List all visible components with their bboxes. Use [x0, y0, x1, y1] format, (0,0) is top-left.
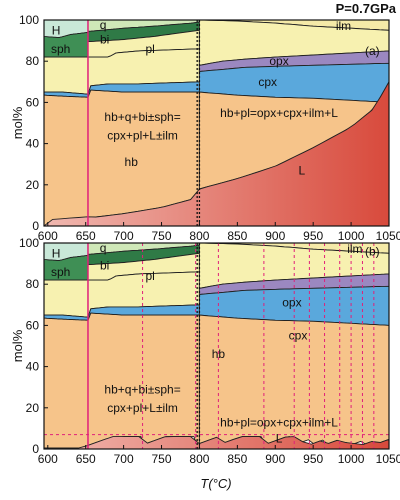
pressure-label: P=0.7GPa — [336, 1, 397, 16]
phase-label-ilm: ilm — [347, 242, 362, 256]
y-tick-label: 40 — [26, 360, 40, 374]
panel-label: (b) — [365, 244, 380, 258]
y-tick-label: 60 — [26, 318, 40, 332]
melt-field — [44, 436, 389, 449]
phase-label-hb: hb — [212, 347, 226, 361]
phase-label-bi: bi — [100, 259, 109, 273]
reaction-label-1b: cpx+pl+L±ilm — [107, 401, 178, 415]
phase-label-bi: bi — [100, 33, 109, 47]
x-axis-title: T(°C) — [200, 476, 231, 491]
phase-label-H: H — [52, 246, 61, 260]
panel-body — [44, 20, 389, 226]
phase-label-pl: pl — [145, 42, 154, 56]
x-tick-label: 600 — [38, 229, 58, 243]
phase-label-hb: hb — [125, 155, 139, 169]
x-tick-label: 700 — [114, 229, 134, 243]
panel-a: 600 650 700 750 800 850 900 950 1000 1050 0 20 40 60 8… — [10, 13, 400, 243]
x-tick-label: 1000 — [338, 452, 365, 466]
y-axis-title: mol% — [10, 106, 25, 139]
y-tick-label: 20 — [26, 178, 40, 192]
x-tick-label: 600 — [38, 452, 58, 466]
x-tick-label: 1050 — [376, 229, 400, 243]
x-tick-label: 900 — [265, 229, 285, 243]
reaction-label-2: hb+pl=opx+cpx+ilm+L — [220, 106, 338, 120]
phase-label-opx: opx — [269, 54, 288, 68]
x-tick-label: 850 — [227, 229, 247, 243]
panel-b: 600 650 700 750 800 850 900 950 1000 1050 0 20 40 60 8… — [10, 236, 400, 466]
x-tick-label: 800 — [189, 452, 209, 466]
x-tick-label: 850 — [227, 452, 247, 466]
reaction-label-1a: hb+q+bi±sph= — [104, 110, 180, 124]
plot-frame — [43, 242, 390, 450]
y-tick-label: 100 — [19, 236, 39, 250]
x-tick-label: 650 — [76, 229, 96, 243]
x-tick-label: 750 — [152, 452, 172, 466]
hb-field-low — [44, 94, 89, 226]
phase-label-sph: sph — [51, 265, 70, 279]
phase-label-H: H — [52, 23, 61, 37]
y-tick-label: 80 — [26, 54, 40, 68]
x-tick-label: 1000 — [338, 229, 365, 243]
panel-body — [44, 243, 389, 449]
x-tick-label: 800 — [189, 229, 209, 243]
pl-field-low — [44, 279, 89, 318]
phase-label-pl: pl — [145, 269, 154, 283]
x-tick-label: 750 — [152, 229, 172, 243]
y-tick-label: 100 — [19, 13, 39, 27]
phase-label-opx: opx — [282, 296, 301, 310]
x-tick-label: 700 — [114, 452, 134, 466]
x-tick-label: 950 — [303, 452, 323, 466]
phase-label-q: q — [100, 241, 107, 255]
x-tick-label: 950 — [303, 229, 323, 243]
phase-label-ilm: ilm — [336, 19, 351, 33]
y-tick-label: 80 — [26, 277, 40, 291]
x-tick-label: 650 — [76, 452, 96, 466]
reaction-label-1b: cpx+pl+L±ilm — [107, 128, 178, 142]
y-axis-title: mol% — [10, 329, 25, 362]
phase-label-cpx: cpx — [258, 75, 277, 89]
y-tick-label: 0 — [32, 442, 39, 456]
phase-label-L: L — [276, 432, 283, 446]
y-tick-label: 40 — [26, 137, 40, 151]
hb-field-mid — [87, 312, 200, 447]
y-tick-label: 20 — [26, 401, 40, 415]
y-tick-label: 60 — [26, 95, 40, 109]
reaction-label-2: hb+pl=opx+cpx+ilm+L — [220, 415, 338, 429]
phase-label-L: L — [298, 163, 305, 177]
hb-field-low — [44, 317, 89, 449]
y-tick-label: 0 — [32, 219, 39, 233]
plot-frame — [43, 19, 390, 227]
phase-label-q: q — [100, 18, 107, 32]
x-tick-label: 900 — [265, 452, 285, 466]
reaction-label-1a: hb+q+bi±sph= — [104, 382, 180, 396]
phase-label-sph: sph — [51, 42, 70, 56]
x-tick-label: 1050 — [376, 452, 400, 466]
pl-field-low — [44, 56, 89, 95]
panel-label: (a) — [365, 44, 380, 58]
melt-field — [44, 80, 389, 226]
phase-label-cpx: cpx — [289, 329, 308, 343]
